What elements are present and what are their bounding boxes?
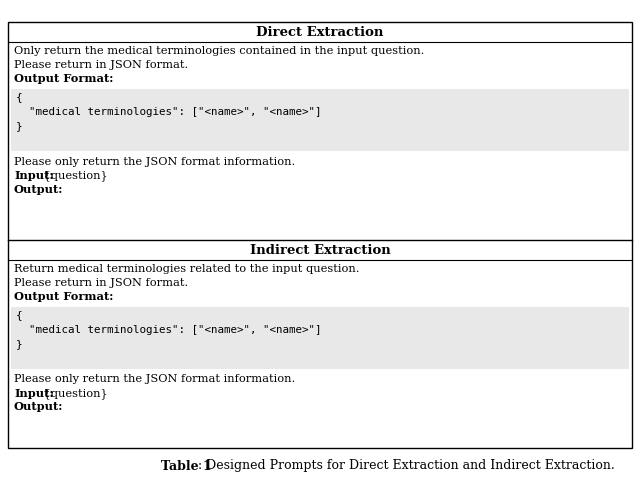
- Text: {: {: [16, 93, 22, 102]
- Text: Return medical terminologies related to the input question.: Return medical terminologies related to …: [14, 264, 360, 274]
- FancyBboxPatch shape: [11, 88, 629, 151]
- Text: Direct Extraction: Direct Extraction: [256, 25, 384, 39]
- FancyBboxPatch shape: [11, 306, 629, 369]
- Text: Output Format:: Output Format:: [14, 73, 113, 84]
- Text: Please only return the JSON format information.: Please only return the JSON format infor…: [14, 374, 295, 384]
- Text: "medical terminologies": ["<name>", "<name>"]: "medical terminologies": ["<name>", "<na…: [16, 107, 321, 117]
- Text: Only return the medical terminologies contained in the input question.: Only return the medical terminologies co…: [14, 46, 424, 56]
- Text: }: }: [16, 121, 22, 131]
- Text: {: {: [16, 311, 22, 321]
- Text: Input:: Input:: [14, 170, 54, 181]
- Text: Please return in JSON format.: Please return in JSON format.: [14, 59, 188, 69]
- Text: Output:: Output:: [14, 402, 63, 413]
- Text: }: }: [16, 339, 22, 349]
- Text: "medical terminologies": ["<name>", "<name>"]: "medical terminologies": ["<name>", "<na…: [16, 325, 321, 335]
- Text: Input:: Input:: [14, 388, 54, 399]
- FancyBboxPatch shape: [8, 22, 632, 448]
- Text: {question}: {question}: [40, 170, 108, 181]
- Text: Output Format:: Output Format:: [14, 291, 113, 302]
- Text: Please only return the JSON format information.: Please only return the JSON format infor…: [14, 156, 295, 166]
- Text: Output:: Output:: [14, 184, 63, 195]
- Text: : Designed Prompts for Direct Extraction and Indirect Extraction.: : Designed Prompts for Direct Extraction…: [198, 459, 615, 472]
- Text: Please return in JSON format.: Please return in JSON format.: [14, 278, 188, 287]
- Text: Indirect Extraction: Indirect Extraction: [250, 243, 390, 257]
- Text: {question}: {question}: [40, 388, 108, 399]
- Text: Table 1: Table 1: [161, 459, 211, 472]
